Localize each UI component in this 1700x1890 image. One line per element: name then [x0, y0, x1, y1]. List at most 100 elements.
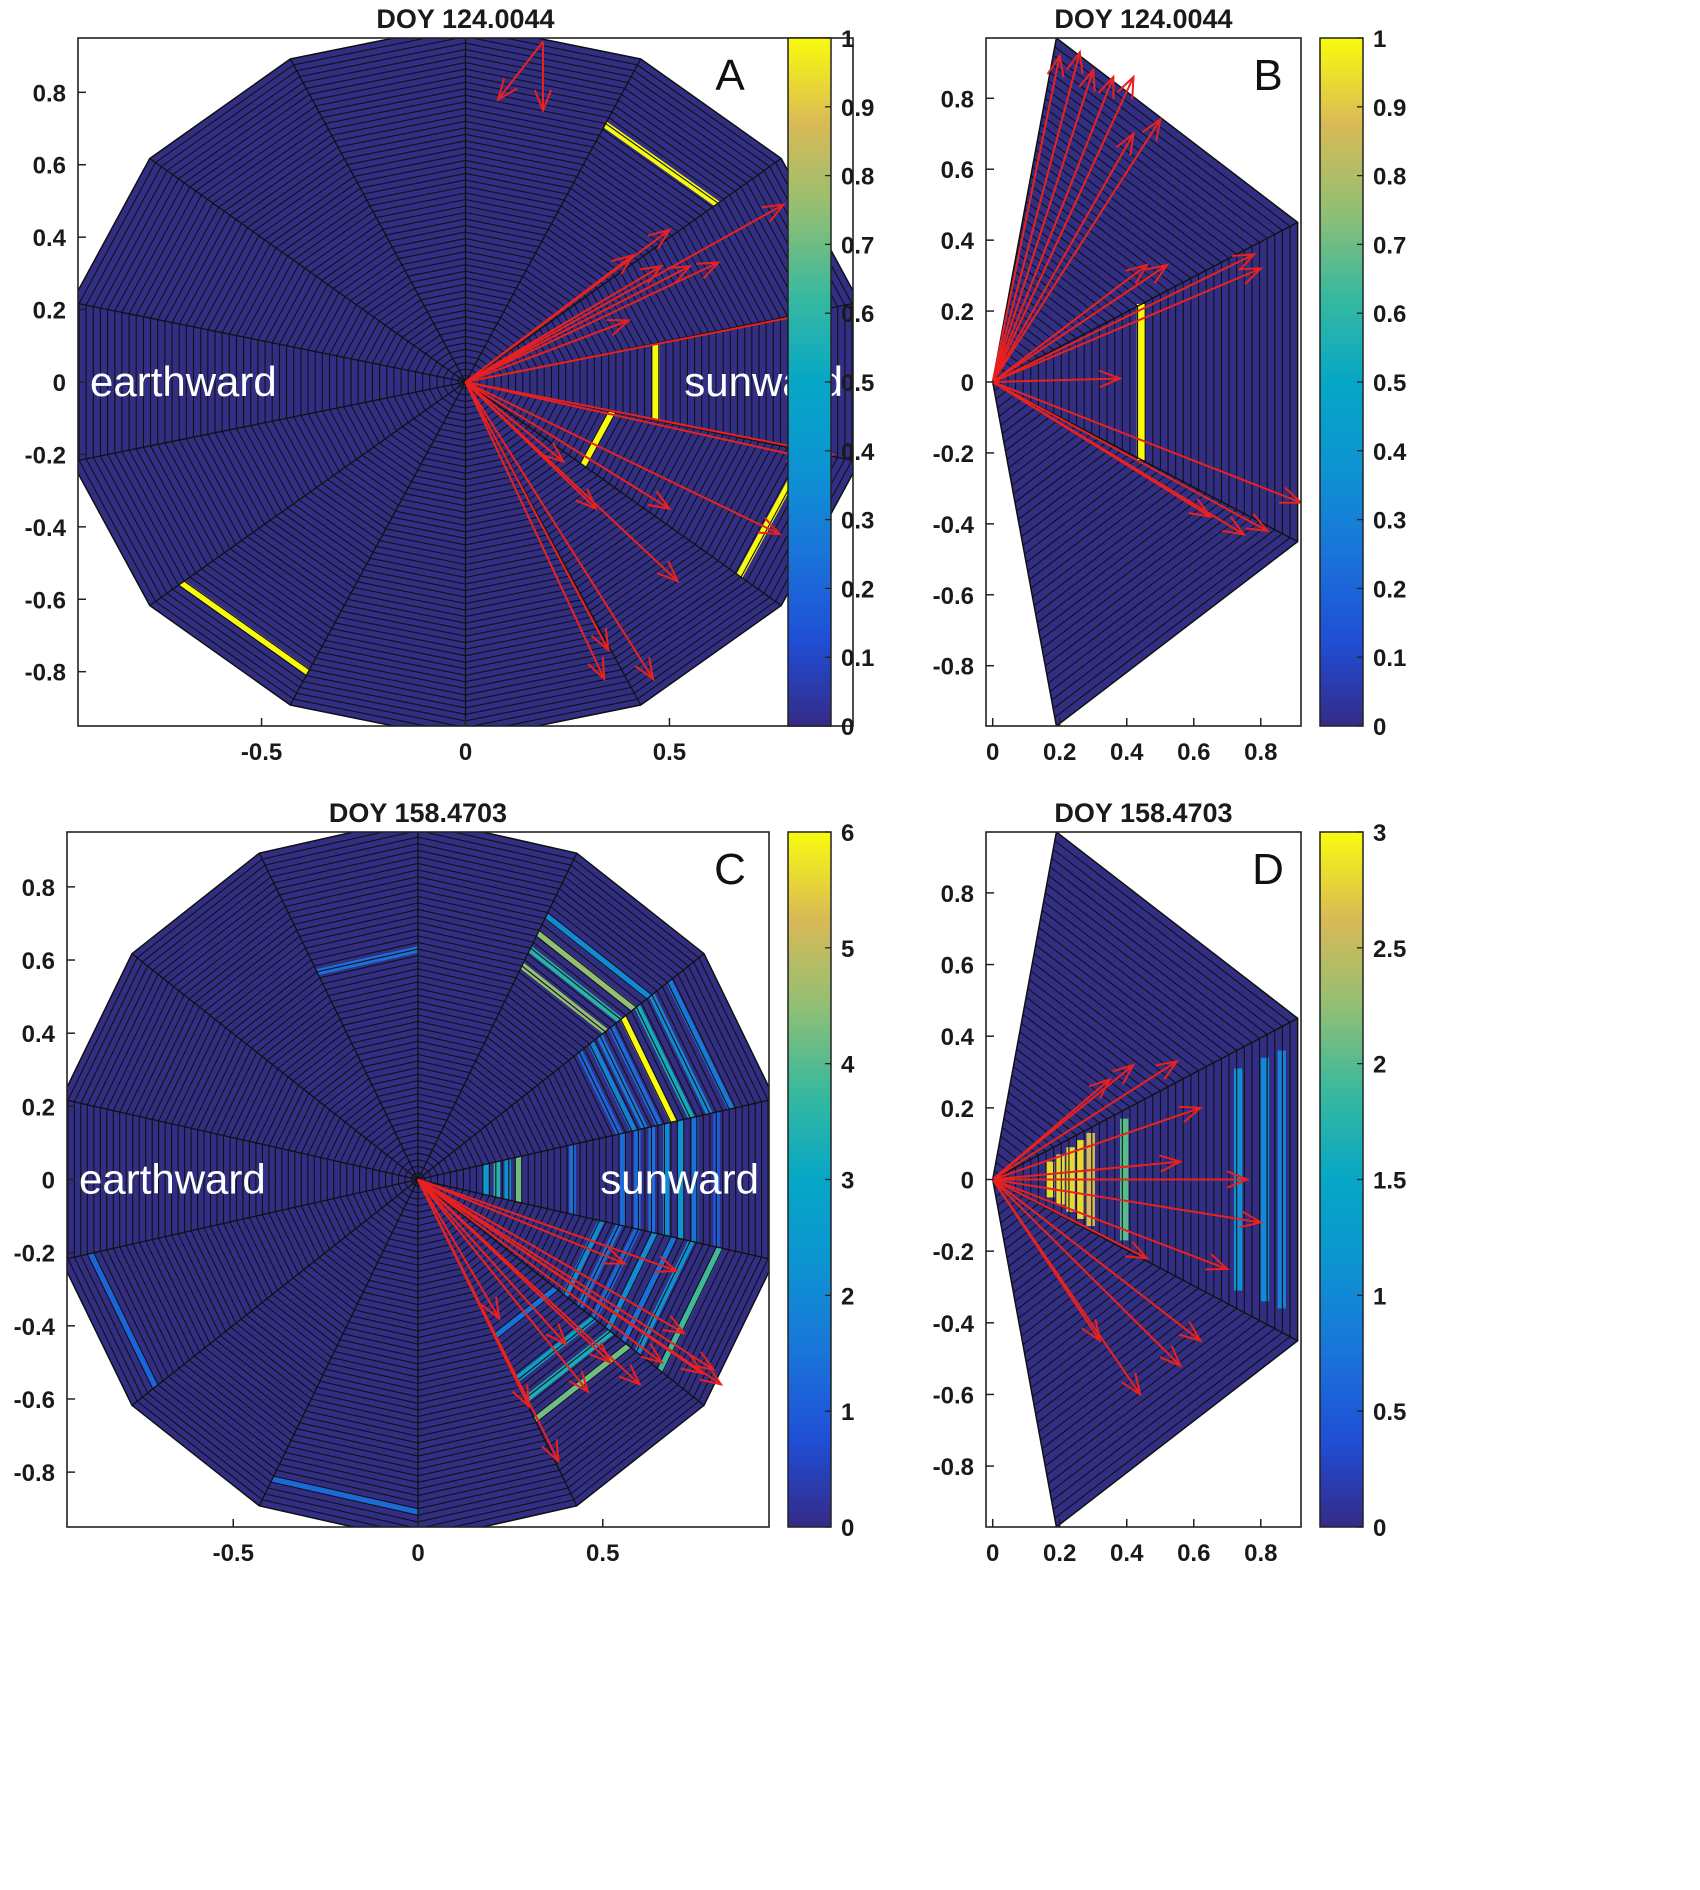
vector-arrow [992, 1170, 1251, 1189]
x-tick-label: 0 [986, 739, 999, 766]
colorbar-tick-label: 0.2 [841, 576, 874, 603]
vector-arrow [464, 228, 672, 383]
colorbar-tick-label: 0.4 [841, 439, 875, 466]
vector-arrow [464, 264, 664, 383]
vector-arrow [992, 1178, 1203, 1343]
colorbar-tick-label: 1 [1373, 1283, 1386, 1310]
y-tick-label: -0.2 [933, 441, 974, 468]
colorbar-tick-label: 0.6 [841, 301, 874, 328]
panel-label: D [1252, 845, 1284, 894]
y-tick-label: -0.8 [25, 660, 66, 687]
y-tick-label: -0.2 [25, 442, 66, 469]
vector-arrow [465, 381, 783, 536]
colorbar-tick-label: 0.5 [1373, 1399, 1406, 1426]
colorbar-tick-label: 4 [841, 1052, 855, 1079]
vector-arrow [992, 1059, 1180, 1181]
colorbar-tick-label: 0.5 [841, 370, 874, 397]
panel-label: A [715, 51, 745, 100]
colorbar-tick-label: 1 [841, 1399, 854, 1426]
y-tick-label: -0.6 [933, 1382, 974, 1409]
vector-arrow [464, 381, 598, 511]
vector-arrow [496, 41, 544, 102]
colorbar-tick-label: 0.1 [841, 645, 874, 672]
vector-arrow [417, 1178, 568, 1347]
y-tick-label: 0.8 [941, 881, 974, 908]
colorbar-tick-label: 0.8 [841, 164, 874, 191]
panel-a: DOY 124.0044 A 0.8 0.6 0.4 0.2 0 -0.2 -0.4 -0.6 -0… [25, 4, 875, 766]
vector-arrow [417, 1178, 716, 1372]
plot-area [991, 38, 1301, 726]
colorbar-tick-label: 1 [841, 26, 854, 53]
vector-arrow [465, 203, 787, 383]
heat-cell [634, 1129, 641, 1230]
colorbar-tick-label: 0.4 [1373, 439, 1407, 466]
colorbar-tick-label: 1 [1373, 26, 1386, 53]
heat-cell [1260, 1057, 1270, 1302]
y-tick-label: -0.6 [933, 583, 974, 610]
y-tick-label: 0.8 [941, 86, 974, 113]
vector-arrow [992, 381, 1213, 519]
y-tick-label: 0.2 [22, 1094, 55, 1121]
y-tick-label: 0.8 [22, 875, 55, 902]
annotation-earthward: earthward [90, 358, 277, 405]
vector-arrow [464, 381, 566, 464]
vector-arrow [991, 67, 1096, 383]
heat-cell [666, 979, 735, 1110]
heat-cell [504, 1158, 511, 1201]
heat-cell [179, 580, 310, 675]
vector-arrow [992, 1178, 1150, 1260]
vector-arrow [417, 1179, 531, 1409]
vector-arrow [464, 381, 610, 653]
colorbar [1319, 37, 1364, 727]
y-tick-label: 0.4 [22, 1021, 56, 1048]
heat-cell [619, 1132, 627, 1227]
colorbar-tick-label: 0 [841, 1515, 854, 1542]
y-tick-label: -0.4 [933, 1311, 975, 1338]
vector-arrow [991, 74, 1135, 383]
x-tick-label: 0 [411, 1540, 424, 1567]
vector-arrow [992, 1063, 1136, 1181]
colorbar-tick-label: 3 [1373, 820, 1386, 847]
x-tick-label: 0.4 [1110, 1540, 1144, 1567]
colorbar-tick-label: 0.7 [841, 232, 874, 259]
vector-arrow [417, 1178, 501, 1321]
x-tick-label: 0.5 [653, 739, 686, 766]
y-tick-label: -0.8 [14, 1460, 55, 1487]
y-tick-label: 0.4 [941, 228, 975, 255]
y-tick-label: -0.8 [933, 654, 974, 681]
x-tick-label: -0.5 [241, 739, 282, 766]
colorbar-tick-label: 0 [841, 714, 854, 741]
colorbar-tick-label: 0.5 [1373, 370, 1406, 397]
vector-arrow [992, 381, 1301, 504]
plot-area [67, 832, 769, 1527]
colorbar-tick-label: 0 [1373, 1515, 1386, 1542]
heat-cell [605, 1232, 659, 1332]
panel-label: B [1253, 51, 1282, 100]
vector-arrow [992, 267, 1264, 383]
colorbar [1319, 831, 1364, 1528]
heat-cell [536, 929, 637, 1011]
y-tick-label: -0.4 [14, 1314, 56, 1341]
x-tick-label: 0.8 [1244, 1540, 1277, 1567]
heat-cell [1136, 303, 1146, 461]
colorbar-tick-label: 0.3 [841, 508, 874, 535]
colorbar-tick-label: 6 [841, 820, 854, 847]
heat-cell [588, 1040, 638, 1132]
vector-arrow [991, 74, 1115, 383]
panel-d: DOY 158.4703 D 0.8 0.6 0.4 0.2 0 -0.2 -0.4 -0.6 -0… [933, 798, 1407, 1567]
colorbar-tick-label: 2 [1373, 1052, 1386, 1079]
vector-arrow [992, 263, 1149, 383]
chart-title: DOY 158.4703 [329, 798, 507, 828]
colorbar-tick-label: 0.9 [1373, 95, 1406, 122]
y-tick-label: 0.2 [941, 299, 974, 326]
y-tick-label: 0.8 [33, 80, 66, 107]
colorbar-tick-label: 0.9 [841, 95, 874, 122]
y-tick-label: -0.6 [14, 1387, 55, 1414]
vector-arrow [992, 1154, 1184, 1181]
y-tick-label: 0.6 [33, 153, 66, 180]
heat-cell [544, 913, 652, 1000]
colorbar-tick-label: 5 [841, 936, 854, 963]
vector-arrow [991, 49, 1084, 383]
heat-cell [652, 342, 660, 422]
panel-b: DOY 124.0044 B 0.8 0.6 0.4 0.2 0 -0.2 -0.4 -0.6 -0… [933, 4, 1407, 766]
